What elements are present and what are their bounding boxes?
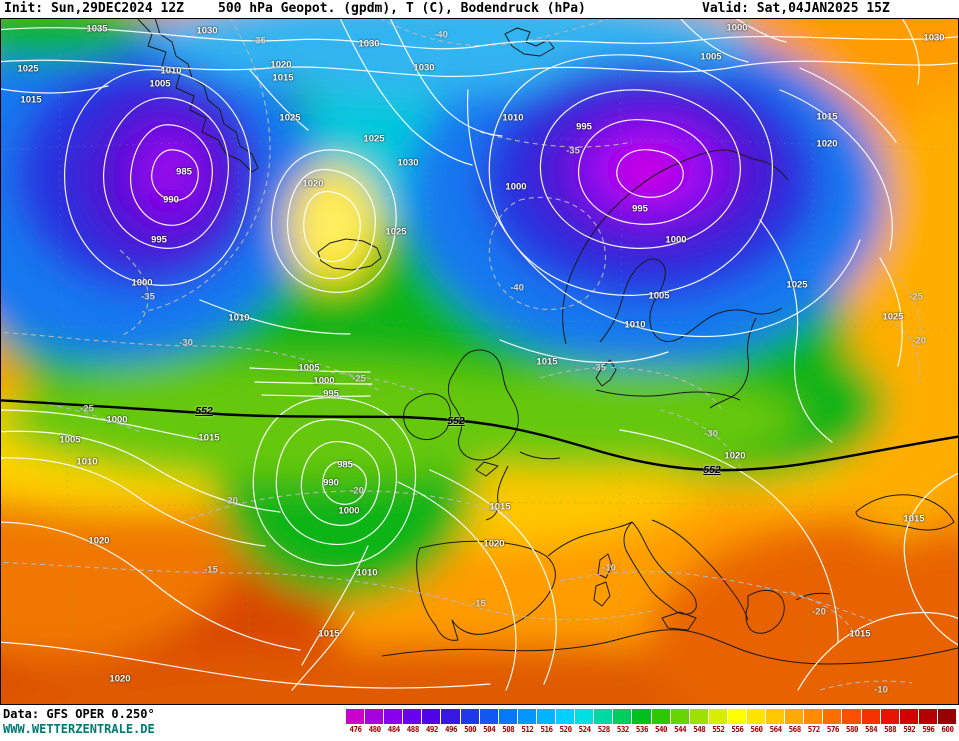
colorbar-tick: 568 xyxy=(788,725,802,734)
colorbar-cell xyxy=(556,709,576,724)
colorbar-tick: 532 xyxy=(616,725,630,734)
colorbar-tick: 548 xyxy=(693,725,706,734)
colorbar-cell xyxy=(823,709,843,724)
colorbar-tick: 480 xyxy=(368,725,382,734)
colorbar-cell xyxy=(403,709,423,724)
colorbar-tick: 552 xyxy=(712,725,725,734)
colorbar-cell xyxy=(651,709,671,724)
colorbar-cell xyxy=(861,709,881,724)
colorbar-cell xyxy=(899,709,919,724)
data-source: Data: GFS OPER 0.250° xyxy=(3,707,155,721)
colorbar-cell xyxy=(384,709,404,724)
colorbar-tick: 580 xyxy=(845,725,859,734)
colorbar-tick: 544 xyxy=(674,725,687,734)
colorbar-cell xyxy=(498,709,518,724)
map-canvas xyxy=(0,18,959,705)
colorbar-tick: 496 xyxy=(444,725,458,734)
colorbar-cell xyxy=(880,709,900,724)
colorbar-cell xyxy=(460,709,480,724)
colorbar-tick: 524 xyxy=(578,725,592,734)
colorbar-cell xyxy=(727,709,747,724)
colorbar-tick: 500 xyxy=(464,725,477,734)
colorbar-tick: 528 xyxy=(597,725,611,734)
colorbar-cell xyxy=(346,709,366,724)
colorbar-cell xyxy=(746,709,767,724)
colorbar-cell xyxy=(613,709,633,724)
colorbar-tick: 488 xyxy=(406,725,420,734)
colorbar-tick: 540 xyxy=(655,725,668,734)
geopotential-552-line xyxy=(0,399,959,472)
colorbar-tick: 536 xyxy=(635,725,649,734)
colorbar-cell xyxy=(689,709,709,724)
colorbar-cell xyxy=(766,709,786,724)
colorbar-tick: 476 xyxy=(349,725,363,734)
weather-map xyxy=(0,18,959,705)
colorbar-cell xyxy=(842,709,862,724)
colorbar-tick: 572 xyxy=(807,725,821,734)
colorbar-tick: 512 xyxy=(521,725,534,734)
colorbar-cell xyxy=(594,709,614,724)
coastlines xyxy=(136,18,959,665)
colorbar-tick: 520 xyxy=(559,725,573,734)
pressure-contours xyxy=(0,18,959,691)
graticule-lines xyxy=(0,18,959,705)
init-label: Init: Sun,29DEC2024 12Z xyxy=(4,1,185,16)
colorbar-tick: 564 xyxy=(769,725,783,734)
colorbar-cell xyxy=(937,709,957,724)
colorbar-cell xyxy=(365,709,385,724)
map-footer: Data: GFS OPER 0.250° WWW.WETTERZENTRALE… xyxy=(0,705,959,741)
colorbar-tick: 596 xyxy=(922,725,935,734)
colorbar-tick: 504 xyxy=(483,725,496,734)
colorbar-cell xyxy=(632,709,652,724)
colorbar-tick: 576 xyxy=(826,725,840,734)
map-title: 500 hPa Geopot. (gpdm), T (C), Bodendruc… xyxy=(218,1,586,16)
colorbar xyxy=(346,709,957,724)
colorbar-tick: 592 xyxy=(903,725,916,734)
colorbar-cell xyxy=(422,709,442,724)
colorbar-tick: 484 xyxy=(387,725,401,734)
colorbar-tick: 508 xyxy=(502,725,515,734)
colorbar-cell xyxy=(670,709,690,724)
valid-label: Valid: Sat,04JAN2025 15Z xyxy=(702,1,890,16)
colorbar-tick: 600 xyxy=(941,725,954,734)
map-header: Init: Sun,29DEC2024 12Z 500 hPa Geopot. … xyxy=(0,0,959,18)
colorbar-cell xyxy=(918,709,938,724)
colorbar-cell xyxy=(479,709,499,724)
colorbar-cell xyxy=(804,709,824,724)
colorbar-tick: 584 xyxy=(865,725,878,734)
colorbar-cell xyxy=(441,709,461,724)
geopotential-color-field xyxy=(0,18,959,705)
colorbar-ticks: 476 480 484 488 492 496 500 504 508 512 516 520 524 5… xyxy=(346,725,957,734)
colorbar-tick: 556 xyxy=(731,725,744,734)
colorbar-cell xyxy=(785,709,805,724)
colorbar-cell xyxy=(517,709,537,724)
colorbar-cell xyxy=(536,709,557,724)
colorbar-tick: 588 xyxy=(884,725,897,734)
colorbar-tick: 560 xyxy=(750,725,763,734)
colorbar-cell xyxy=(708,709,728,724)
colorbar-tick: 492 xyxy=(425,725,439,734)
site-url: WWW.WETTERZENTRALE.DE xyxy=(3,722,155,736)
colorbar-cell xyxy=(575,709,595,724)
colorbar-tick: 516 xyxy=(540,725,553,734)
